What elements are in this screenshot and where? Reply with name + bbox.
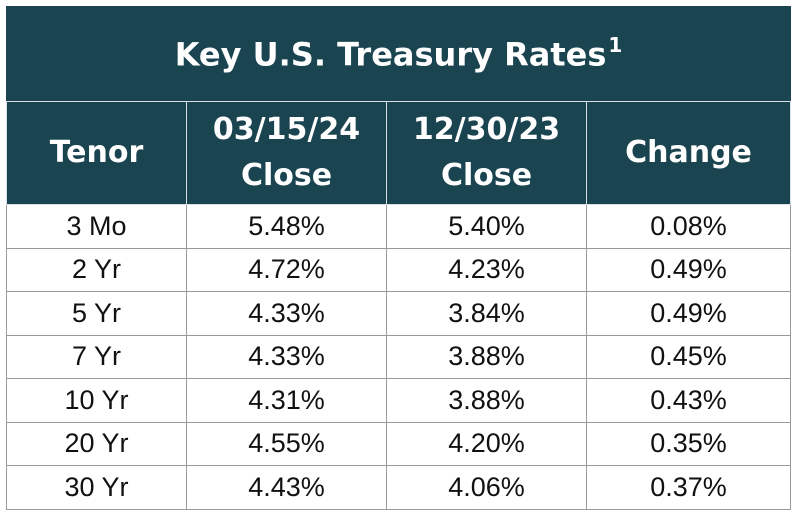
- title-footnote-marker: 1: [608, 32, 623, 57]
- change-cell: 0.45%: [586, 334, 791, 379]
- header-prior-close: 12/30/23 Close: [386, 101, 587, 205]
- change-cell: 0.35%: [586, 421, 791, 466]
- current-close-cell: 4.31%: [186, 378, 387, 423]
- tenor-cell: 3 Mo: [6, 204, 187, 249]
- header-change-label: Change: [625, 135, 752, 170]
- header-current-close: 03/15/24 Close: [186, 101, 387, 205]
- table-title: Key U.S. Treasury Rates 1: [6, 6, 791, 102]
- prior-close-cell: 5.40%: [386, 204, 587, 249]
- current-close-cell: 4.33%: [186, 291, 387, 336]
- current-close-cell: 4.43%: [186, 465, 387, 510]
- prior-close-cell: 4.20%: [386, 421, 587, 466]
- header-tenor-label: Tenor: [49, 135, 144, 170]
- header-current-close-date: 03/15/24: [212, 112, 361, 147]
- current-close-cell: 4.72%: [186, 247, 387, 292]
- header-prior-close-label: Close: [440, 158, 533, 193]
- table-row: 3 Mo 5.48% 5.40% 0.08%: [6, 204, 791, 249]
- table-row: 10 Yr 4.31% 3.88% 0.43%: [6, 378, 791, 423]
- table-row: 5 Yr 4.33% 3.84% 0.49%: [6, 291, 791, 336]
- table-row: 30 Yr 4.43% 4.06% 0.37%: [6, 465, 791, 510]
- table-row: 2 Yr 4.72% 4.23% 0.49%: [6, 247, 791, 292]
- current-close-cell: 5.48%: [186, 204, 387, 249]
- header-change: Change: [586, 101, 791, 205]
- prior-close-cell: 3.88%: [386, 378, 587, 423]
- treasury-rates-table: Key U.S. Treasury Rates 1 Tenor 03/15/24 …: [6, 6, 791, 510]
- tenor-cell: 20 Yr: [6, 421, 187, 466]
- table-body: 3 Mo 5.48% 5.40% 0.08% 2 Yr 4.72% 4.23% …: [6, 204, 791, 510]
- header-row: Tenor 03/15/24 Close 12/30/23 Close Chan…: [6, 101, 791, 205]
- tenor-cell: 10 Yr: [6, 378, 187, 423]
- table-row: 20 Yr 4.55% 4.20% 0.35%: [6, 421, 791, 466]
- change-cell: 0.49%: [586, 247, 791, 292]
- prior-close-cell: 3.84%: [386, 291, 587, 336]
- tenor-cell: 7 Yr: [6, 334, 187, 379]
- current-close-cell: 4.55%: [186, 421, 387, 466]
- change-cell: 0.43%: [586, 378, 791, 423]
- change-cell: 0.49%: [586, 291, 791, 336]
- tenor-cell: 30 Yr: [6, 465, 187, 510]
- table-title-text: Key U.S. Treasury Rates: [174, 35, 607, 74]
- prior-close-cell: 3.88%: [386, 334, 587, 379]
- header-prior-close-date: 12/30/23: [412, 112, 561, 147]
- prior-close-cell: 4.23%: [386, 247, 587, 292]
- header-current-close-label: Close: [240, 158, 333, 193]
- tenor-cell: 5 Yr: [6, 291, 187, 336]
- current-close-cell: 4.33%: [186, 334, 387, 379]
- table-row: 7 Yr 4.33% 3.88% 0.45%: [6, 334, 791, 379]
- treasury-rates-table-container: Key U.S. Treasury Rates 1 Tenor 03/15/24 …: [6, 6, 791, 510]
- tenor-cell: 2 Yr: [6, 247, 187, 292]
- header-tenor: Tenor: [6, 101, 187, 205]
- change-cell: 0.37%: [586, 465, 791, 510]
- prior-close-cell: 4.06%: [386, 465, 587, 510]
- change-cell: 0.08%: [586, 204, 791, 249]
